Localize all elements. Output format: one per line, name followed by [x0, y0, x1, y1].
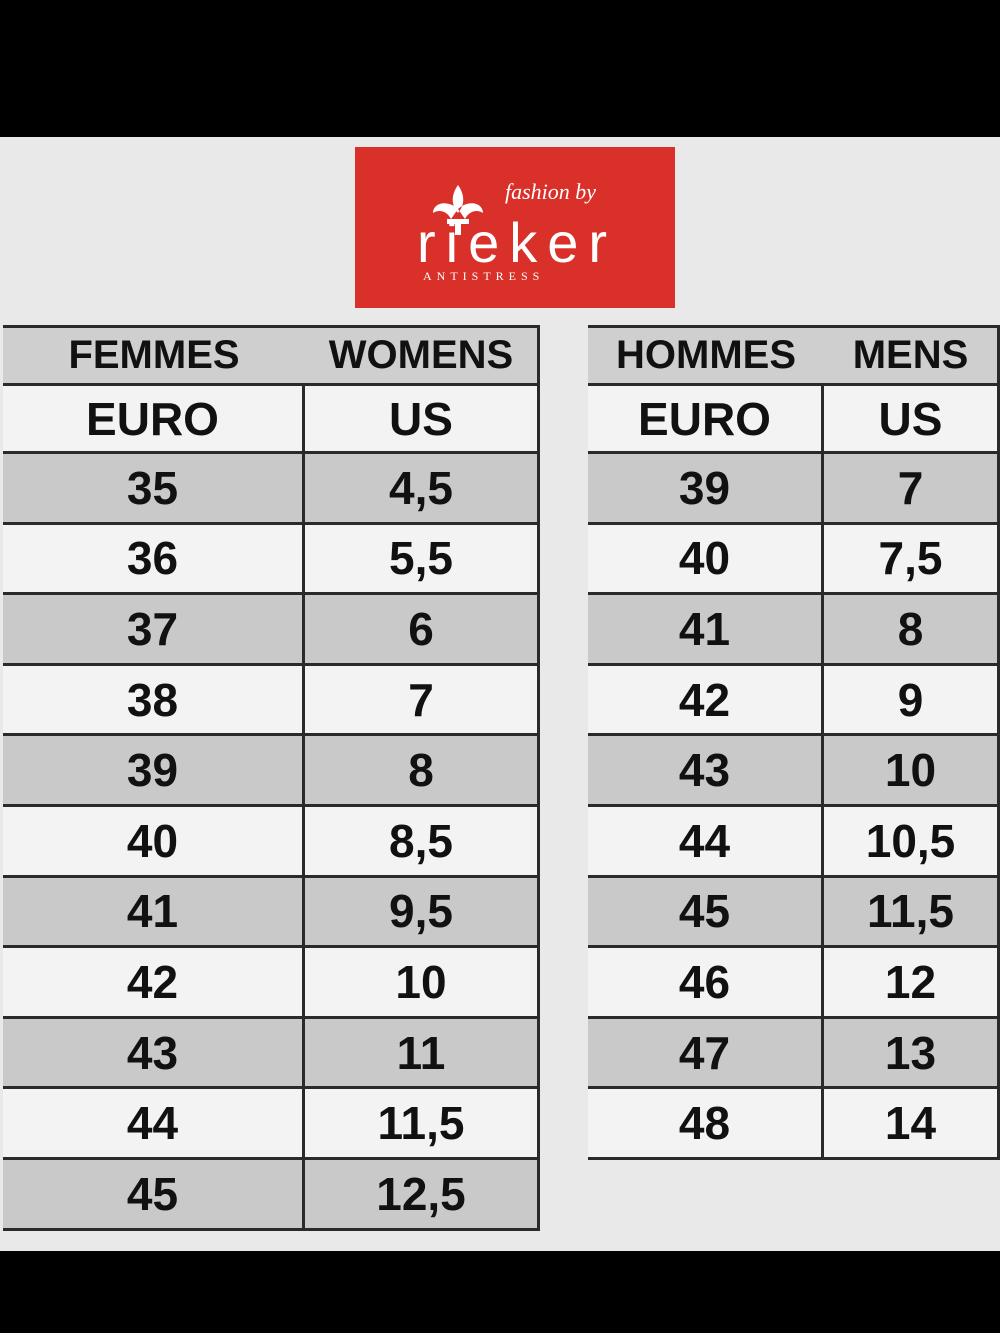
logo-subbrand: ANTISTRESS: [423, 269, 544, 283]
size-cell: 12: [824, 948, 1000, 1019]
size-cell: 8: [824, 595, 1000, 666]
size-cell: 45: [588, 877, 824, 949]
size-cell: 5,5: [305, 524, 540, 596]
size-cell: 41: [588, 595, 824, 666]
size-cell: 40: [3, 807, 305, 878]
size-cell: 38: [3, 665, 305, 737]
size-cell: 11,5: [824, 877, 1000, 949]
logo: fashion by rieker ANTISTRESS: [355, 147, 675, 308]
size-cell: 45: [3, 1160, 305, 1231]
size-cell: 14: [824, 1089, 1000, 1160]
size-cell: 7,5: [824, 524, 1000, 596]
size-cell: 36: [3, 524, 305, 596]
size-cell: 42: [3, 948, 305, 1019]
column-header: EURO: [588, 386, 824, 454]
size-cell: 12,5: [305, 1160, 540, 1231]
size-cell: 42: [588, 665, 824, 737]
size-cell: 47: [588, 1018, 824, 1090]
size-cell: 10: [824, 736, 1000, 807]
size-cell: 8,5: [305, 807, 540, 878]
size-cell: 37: [3, 595, 305, 666]
size-cell: 39: [3, 736, 305, 807]
size-cell: 35: [3, 454, 305, 525]
table-header: HOMMES: [588, 325, 824, 386]
size-cell: 7: [305, 665, 540, 737]
table-header: FEMMES: [3, 325, 305, 386]
logo-art: fashion by rieker ANTISTRESS: [417, 179, 607, 283]
size-cell: 9,5: [305, 877, 540, 949]
top-bar: [0, 0, 1000, 137]
size-cell: 10: [305, 948, 540, 1019]
size-cell: 4,5: [305, 454, 540, 525]
logo-brand: rieker: [417, 211, 607, 274]
size-cell: 44: [3, 1089, 305, 1160]
column-header: US: [305, 386, 540, 454]
size-cell: 39: [588, 454, 824, 525]
size-cell: 13: [824, 1018, 1000, 1090]
size-cell: 48: [588, 1089, 824, 1160]
size-cell: 40: [588, 524, 824, 596]
table-header: WOMENS: [305, 325, 540, 386]
logo-tagline: fashion by: [505, 179, 596, 204]
table-header: MENS: [824, 325, 1000, 386]
size-cell: 10,5: [824, 807, 1000, 878]
size-cell: 6: [305, 595, 540, 666]
size-cell: 11: [305, 1018, 540, 1090]
size-cell: 44: [588, 807, 824, 878]
column-header: EURO: [3, 386, 305, 454]
size-cell: 43: [588, 736, 824, 807]
column-header: US: [824, 386, 1000, 454]
size-cell: 46: [588, 948, 824, 1019]
bottom-bar: [0, 1251, 1000, 1333]
size-cell: 11,5: [305, 1089, 540, 1160]
size-cell: 8: [305, 736, 540, 807]
size-cell: 7: [824, 454, 1000, 525]
size-cell: 43: [3, 1018, 305, 1090]
size-cell: 41: [3, 877, 305, 949]
size-cell: 9: [824, 665, 1000, 737]
